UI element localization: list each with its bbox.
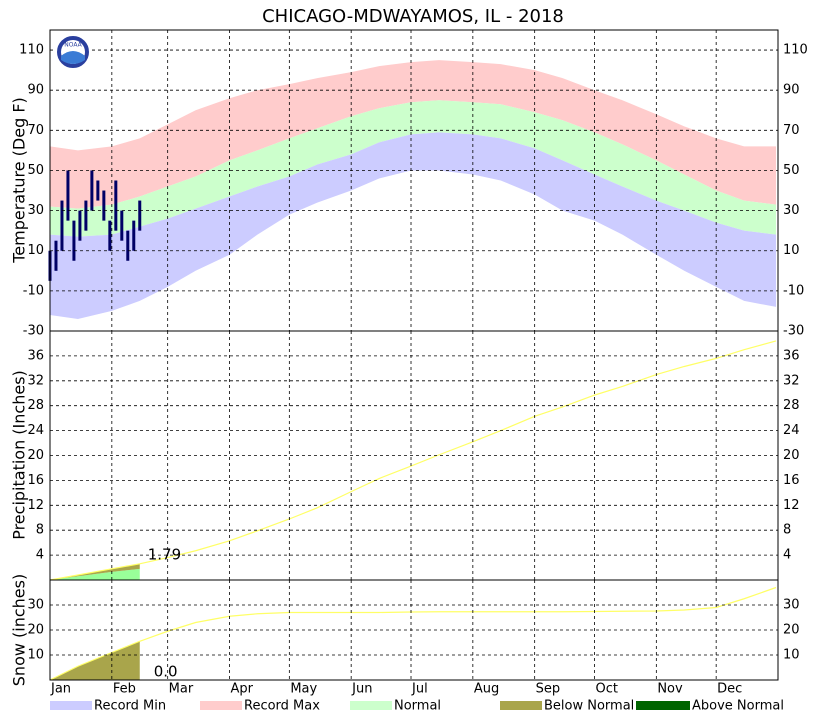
- y-tick-label-right: 24: [783, 423, 800, 438]
- y-tick-label: 30: [27, 203, 44, 218]
- y-tick-label-right: 32: [783, 373, 800, 388]
- y-tick-label-right: 20: [783, 448, 800, 463]
- y-tick-label: 70: [27, 123, 44, 138]
- y-axis-label: Precipitation (Inches): [10, 370, 29, 540]
- chart-title: CHICAGO-MDWAYAMOS, IL - 2018: [262, 6, 564, 27]
- y-tick-label-right: 110: [783, 43, 808, 58]
- y-tick-label-right: 30: [783, 203, 800, 218]
- y-tick-label: 4: [36, 548, 44, 563]
- y-tick-label: 50: [27, 163, 44, 178]
- y-tick-label-right: 50: [783, 163, 800, 178]
- y-tick-label: 10: [27, 648, 44, 663]
- legend-label: Normal: [394, 699, 441, 714]
- y-axis-label: Temperature (Deg F): [10, 97, 29, 264]
- y-tick-label-right: 10: [783, 243, 800, 258]
- annotation: 0.0: [154, 663, 178, 681]
- x-tick-label: Jun: [351, 682, 372, 697]
- y-tick-label: 36: [27, 348, 44, 363]
- y-tick-label: 20: [27, 623, 44, 638]
- y-tick-label-right: -10: [783, 283, 804, 298]
- y-tick-label: 90: [27, 83, 44, 98]
- y-tick-label-right: 20: [783, 623, 800, 638]
- legend-swatch: [500, 701, 542, 710]
- y-tick-label: 16: [27, 473, 44, 488]
- x-tick-label: Dec: [717, 682, 742, 697]
- y-tick-label: 24: [27, 423, 44, 438]
- y-tick-label: 20: [27, 448, 44, 463]
- y-tick-label-right: 70: [783, 123, 800, 138]
- svg-text:NOAA: NOAA: [64, 42, 82, 49]
- y-tick-label-right: 28: [783, 398, 800, 413]
- y-tick-label-right: 4: [783, 548, 791, 563]
- y-tick-label: 12: [27, 498, 44, 513]
- y-tick-label-right: 16: [783, 473, 800, 488]
- legend-label: Record Max: [244, 699, 320, 714]
- y-tick-label-right: 30: [783, 598, 800, 613]
- x-tick-label: Jul: [411, 682, 428, 697]
- x-tick-label: Oct: [596, 682, 618, 697]
- y-tick-label: 10: [27, 243, 44, 258]
- annotation: 1.79: [148, 545, 181, 563]
- noaa-logo: NOAA: [55, 34, 91, 70]
- x-tick-label: Sep: [536, 682, 561, 697]
- x-tick-label: Mar: [169, 682, 194, 697]
- y-tick-label-right: -30: [783, 324, 804, 339]
- x-tick-label: Feb: [113, 682, 136, 697]
- y-tick-label: -10: [23, 283, 44, 298]
- observed-area: [50, 568, 140, 580]
- panel-frame: [49, 579, 779, 681]
- legend-swatch: [50, 701, 92, 710]
- y-tick-label-right: 8: [783, 523, 791, 538]
- legend-label: Above Normal: [692, 699, 784, 714]
- y-tick-label-right: 10: [783, 648, 800, 663]
- legend-label: Record Min: [94, 699, 166, 714]
- x-tick-label: Nov: [657, 682, 683, 697]
- y-tick-label: 8: [36, 523, 44, 538]
- y-tick-label-right: 12: [783, 498, 800, 513]
- legend-swatch: [350, 701, 392, 710]
- y-axis-label: Snow (inches): [10, 574, 29, 686]
- legend-swatch: [636, 701, 690, 710]
- legend-swatch: [200, 701, 242, 710]
- x-tick-label: Apr: [231, 682, 254, 697]
- y-tick-label: -30: [23, 324, 44, 339]
- x-tick-label: May: [290, 682, 317, 697]
- plot-area: -30 -30 -10 -10 10 10 30 30 50 50 70 70 90 90 110 110 Te…: [10, 29, 808, 714]
- y-tick-label: 30: [27, 598, 44, 613]
- below-normal-area: [50, 641, 140, 680]
- y-tick-label-right: 90: [783, 83, 800, 98]
- y-tick-label-right: 36: [783, 348, 800, 363]
- y-tick-label: 28: [27, 398, 44, 413]
- x-tick-label: Jan: [50, 682, 71, 697]
- y-tick-label: 110: [19, 43, 44, 58]
- y-tick-label: 32: [27, 373, 44, 388]
- x-tick-label: Aug: [474, 682, 499, 697]
- legend-label: Below Normal: [544, 699, 634, 714]
- record-min-band: [50, 132, 777, 319]
